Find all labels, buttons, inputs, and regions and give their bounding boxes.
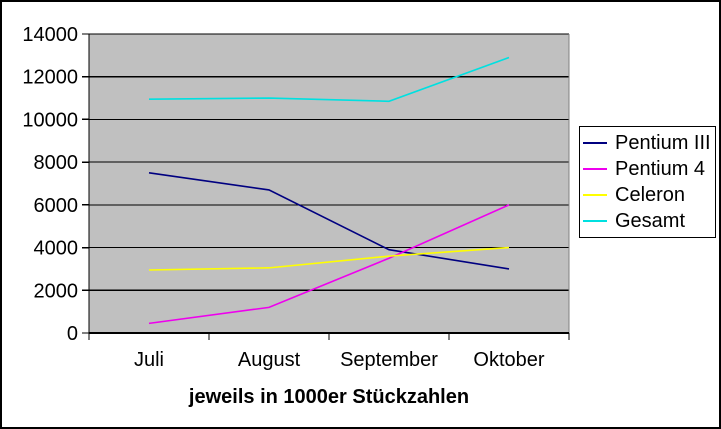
legend: Pentium III Pentium 4 Celeron Gesamt <box>579 126 716 238</box>
x-axis-title: jeweils in 1000er Stückzahlen <box>188 386 470 408</box>
legend-line-sample <box>583 168 607 170</box>
y-tick-label: 6000 <box>34 195 79 217</box>
legend-line-sample <box>583 194 607 196</box>
legend-item-label: Pentium 4 <box>615 157 706 180</box>
y-tick-label: 14000 <box>22 24 78 46</box>
legend-line-sample <box>583 220 607 222</box>
legend-item-label: Pentium III <box>615 131 711 154</box>
legend-item: Pentium III <box>580 130 715 156</box>
legend-item-label: Celeron <box>615 183 686 206</box>
category-label: September <box>340 349 438 371</box>
series-line-pentium-4 <box>148 204 510 325</box>
category-label: Juli <box>134 349 164 371</box>
plot-background <box>89 34 569 333</box>
y-tick-label: 0 <box>67 323 78 345</box>
legend-item: Gesamt <box>580 208 715 234</box>
legend-line-sample <box>583 142 607 144</box>
legend-item: Celeron <box>580 182 715 208</box>
y-tick-label: 10000 <box>22 109 78 131</box>
legend-item-label: Gesamt <box>615 209 686 232</box>
series-line-gesamt <box>148 56 510 103</box>
category-label: August <box>238 349 301 371</box>
legend-item: Pentium 4 <box>580 156 715 182</box>
series-line-pentium-iii <box>148 172 510 270</box>
y-tick-label: 12000 <box>22 67 78 89</box>
y-tick-label: 2000 <box>34 280 79 302</box>
category-label: Oktober <box>473 349 544 371</box>
y-tick-label: 8000 <box>34 152 79 174</box>
y-tick-label: 4000 <box>34 238 79 260</box>
series-line-celeron <box>148 246 510 271</box>
